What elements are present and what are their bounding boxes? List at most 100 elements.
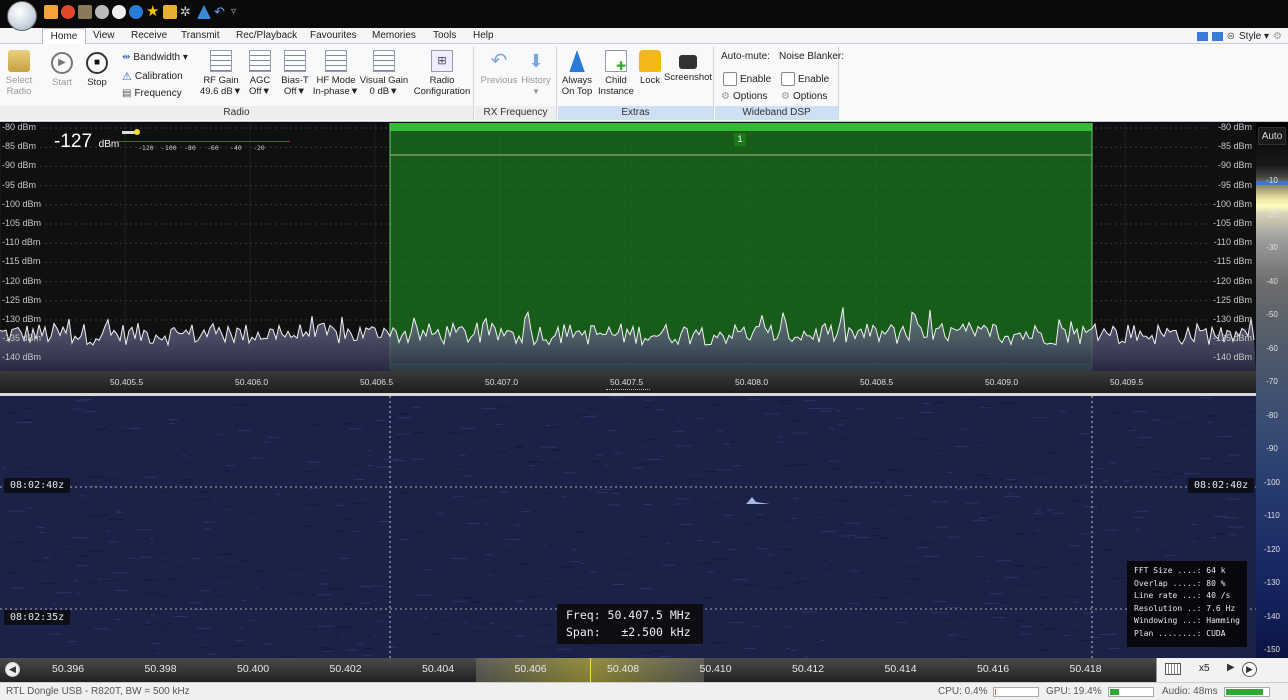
screenshot-button[interactable]: Screenshot [664, 50, 712, 83]
waterfall-noise [1154, 489, 1158, 491]
waterfall-noise [341, 636, 346, 638]
calibration-button[interactable]: ⚠ Calibration [122, 71, 183, 83]
waterfall-noise [379, 520, 389, 522]
record-icon[interactable] [95, 5, 109, 19]
tab-rec-playback[interactable]: Rec/Playback [236, 30, 298, 41]
undo-icon[interactable]: ↶ [214, 4, 225, 19]
zoom-level[interactable]: x5 [1199, 663, 1210, 674]
scroll-left-button[interactable]: ◀ [5, 662, 20, 677]
waterfall-noise [1036, 510, 1042, 512]
keyboard-icon[interactable] [1165, 663, 1181, 675]
gear-icon[interactable]: ⚙ [1273, 30, 1282, 42]
tab-home[interactable]: Home [42, 28, 86, 45]
zoom-next-icon[interactable]: ▶ [1227, 662, 1235, 673]
style-dropdown[interactable]: Style ▾ [1239, 30, 1270, 42]
stop-button[interactable]: ■ Stop [83, 52, 111, 88]
frequency-history-button[interactable]: ⬇ History ▼ [517, 50, 555, 97]
scale-handle[interactable] [1256, 181, 1288, 185]
layout-icon[interactable] [1196, 31, 1208, 41]
y-axis-label: -140 dBm [1212, 352, 1252, 363]
always-on-top-icon[interactable] [197, 5, 211, 19]
always-on-top-button[interactable]: Always On Top [560, 50, 594, 97]
waterfall-noise [613, 584, 624, 585]
overview-axis-label: 50.416 [977, 663, 1010, 675]
noise-blanker-options-button[interactable]: ⚙ Options [781, 91, 828, 102]
frequency-button[interactable]: ▤ Frequency [122, 88, 182, 99]
layout-alt-icon[interactable] [1211, 31, 1223, 41]
tab-transmit[interactable]: Transmit [181, 30, 220, 41]
waterfall-noise [877, 537, 890, 539]
overview-frequency-axis[interactable]: ◀ 50.396 50.398 50.400 50.402 50.404 50.406 50… [0, 658, 1256, 682]
waterfall-noise [610, 396, 623, 398]
splitter-grip[interactable] [606, 389, 650, 392]
spectrum-display[interactable]: -80 dBm -80 dBm -85 dBm -85 dBm -90 dBm -90 d… [0, 123, 1256, 371]
hf-mode-dropdown[interactable]: HF Mode In-phase▼ [312, 50, 360, 97]
agc-dropdown[interactable]: AGC Off▼ [244, 50, 276, 97]
waterfall-noise [604, 646, 614, 648]
tab-view[interactable]: View [93, 30, 115, 41]
visual-gain-dropdown[interactable]: Visual Gain 0 dB▼ [359, 50, 409, 97]
radio-configuration-button[interactable]: ⊞ Radio Configuration [412, 50, 472, 97]
auto-mute-options-button[interactable]: ⚙ Options [721, 91, 768, 102]
bandwidth-button[interactable]: ⇹ Bandwidth ▾ [122, 52, 188, 63]
stop-icon[interactable] [112, 5, 126, 19]
waterfall-noise [999, 402, 1015, 404]
tab-memories[interactable]: Memories [372, 30, 416, 41]
child-instance-button[interactable]: ✚ Child Instance [594, 50, 638, 97]
waterfall-noise [542, 459, 546, 461]
waterfall-noise [37, 527, 46, 528]
waterfall-noise [470, 445, 476, 447]
auto-mute-enable-checkbox[interactable]: Enable [723, 72, 771, 86]
waterfall-noise [757, 548, 768, 550]
select-radio-button[interactable]: Select Radio [4, 50, 34, 97]
lock-icon[interactable] [163, 5, 177, 19]
scroll-right-button[interactable]: ▶ [1242, 662, 1257, 677]
waterfall-noise [316, 583, 329, 585]
play-icon[interactable] [129, 5, 143, 19]
color-scale-bar[interactable]: Auto -10 -20 -30 -40 -50 -60 -70 -80 -90 -100 -110… [1256, 123, 1288, 658]
waterfall-noise [1190, 524, 1198, 526]
noise-blanker-enable-checkbox[interactable]: Enable [781, 72, 829, 86]
spectrum-frequency-axis[interactable]: 50.405.5 50.406.0 50.406.5 50.407.0 50.407.5… [0, 371, 1256, 393]
waterfall-noise [308, 487, 320, 489]
vfo-marker-label[interactable]: 1 [734, 133, 746, 146]
gear-icon: ⚙ [721, 91, 730, 102]
waterfall-noise [781, 403, 797, 405]
waterfall-noise [373, 634, 377, 636]
tab-help[interactable]: Help [473, 30, 494, 41]
passband-region[interactable] [390, 123, 1092, 371]
waterfall-noise [460, 427, 475, 429]
y-axis-label: -100 dBm [1212, 198, 1252, 209]
waterfall-noise [1165, 555, 1175, 557]
start-button[interactable]: ▶ Start [48, 52, 76, 88]
previous-frequency-button[interactable]: ↶ Previous [480, 50, 518, 86]
panel-splitter[interactable] [0, 393, 1256, 396]
waterfall-noise [791, 517, 798, 519]
bias-t-dropdown[interactable]: Bias-T Off▼ [277, 50, 313, 97]
undo-icon: ↶ [490, 50, 508, 72]
star-icon[interactable]: ★ [146, 3, 160, 20]
y-axis-label: -80 dBm [2, 123, 37, 132]
waterfall-noise [194, 498, 207, 500]
waterfall-noise [159, 595, 167, 597]
waterfall-noise [412, 407, 421, 409]
power-icon[interactable] [61, 5, 75, 19]
waterfall-noise [123, 431, 131, 433]
waterfall-noise [156, 652, 160, 654]
tab-receive[interactable]: Receive [131, 30, 168, 41]
home-icon[interactable] [44, 5, 58, 19]
application-menu-button[interactable] [7, 1, 37, 31]
x-axis-label: 50.406.5 [360, 377, 394, 387]
waterfall-noise [213, 497, 218, 499]
waterfall-noise [197, 628, 212, 630]
tab-favourites[interactable]: Favourites [310, 30, 357, 41]
antenna-icon[interactable]: ✲ [180, 4, 191, 19]
customize-qat-icon[interactable]: ▿ [231, 6, 237, 17]
lock-button[interactable]: Lock [636, 50, 664, 86]
waterfall-noise [1217, 436, 1233, 438]
rf-gain-dropdown[interactable]: RF Gain 49.6 dB▼ [197, 50, 245, 97]
auto-scale-button[interactable]: Auto [1258, 127, 1286, 145]
folder-icon[interactable] [78, 5, 92, 19]
tab-tools[interactable]: Tools [433, 30, 457, 41]
waterfall-noise [459, 454, 466, 456]
